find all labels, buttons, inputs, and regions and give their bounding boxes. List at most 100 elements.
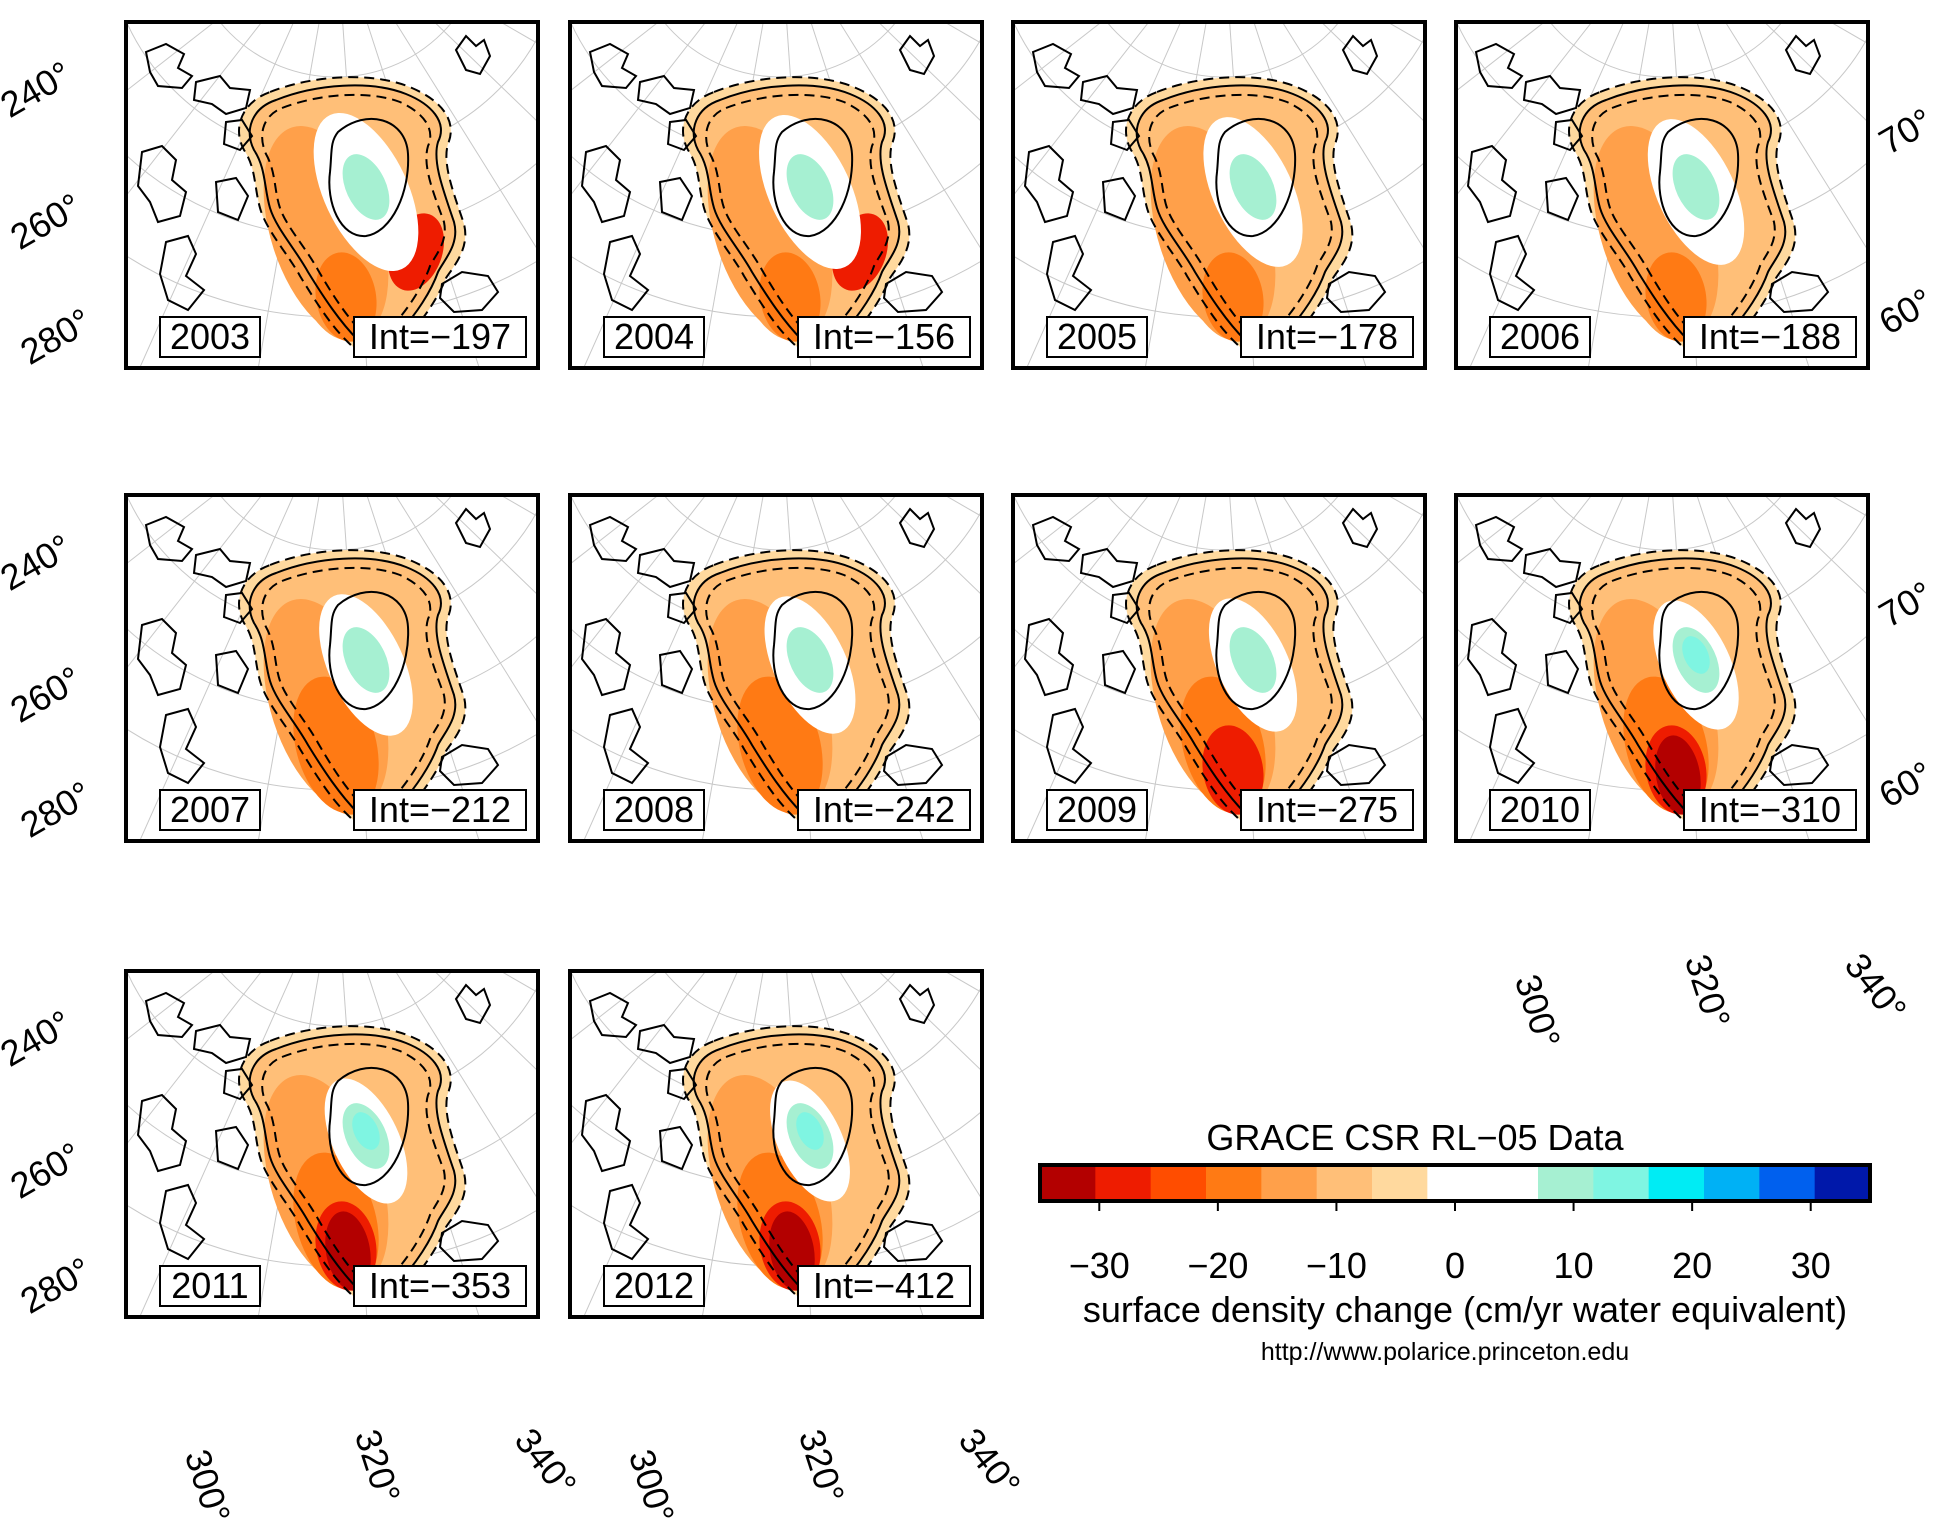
coordinate-label: 260° [3,185,88,258]
svg-text:Int=−178: Int=−178 [1256,316,1398,357]
colorbar-swatch [1261,1165,1318,1201]
integrated-mass-label: Int=−275 [1240,789,1414,831]
coordinate-label: 60° [1872,753,1940,816]
panel-frame [568,493,984,843]
colorbar-swatch [1095,1165,1152,1201]
coastlines [580,507,944,787]
mass-change-field [239,1026,466,1303]
integrated-mass-label: Int=−156 [797,316,971,358]
coordinate-label: 260° [3,1134,88,1207]
mass-change-field [1569,550,1796,827]
svg-text:Int=−197: Int=−197 [369,316,511,357]
coordinate-label: 300° [621,1444,683,1527]
coastlines [580,34,944,314]
colorbar-swatch [1427,1165,1484,1201]
source-url: http://www.polarice.princeton.edu [1261,1338,1629,1366]
colorbar-tick-label: 0 [1445,1245,1465,1286]
svalbard-outline [898,983,936,1025]
panel-frame [568,969,984,1319]
svg-text:Int=−156: Int=−156 [813,316,955,357]
coordinate-label: 320° [791,1424,853,1507]
svg-text:2012: 2012 [614,1265,694,1306]
iceland-outline [438,1219,500,1263]
coordinate-label: 280° [13,300,98,373]
svg-text:Int=−275: Int=−275 [1256,789,1398,830]
svg-text:Int=−242: Int=−242 [813,789,955,830]
iceland-outline [882,743,944,787]
svalbard-outline [1341,34,1379,76]
coordinate-label: 280° [13,773,98,846]
colorbar-swatch [1316,1165,1373,1201]
iceland-outline [1325,743,1387,787]
colorbar-legend: GRACE CSR RL−05 Data −30 −20 −10 0 10 20 30surf… [1038,1117,1872,1366]
svalbard-outline [898,507,936,549]
map-panel: 2005 Int=−178 [1011,20,1427,370]
coordinate-label: 70° [1872,573,1940,636]
svg-text:2007: 2007 [170,789,250,830]
colorbar-swatch [1593,1165,1650,1201]
svg-text:2009: 2009 [1057,789,1137,830]
coastlines [136,34,500,314]
year-label: 2010 [1489,789,1591,831]
coastlines [136,983,500,1263]
mass-change-field [239,77,466,354]
svg-text:Int=−188: Int=−188 [1699,316,1841,357]
svg-text:2008: 2008 [614,789,694,830]
coastlines [1466,34,1830,314]
coastlines [580,983,944,1263]
coordinate-label: 300° [177,1444,239,1527]
iceland-outline [882,1219,944,1263]
map-panel: 2009 Int=−275 [1011,493,1427,843]
integrated-mass-label: Int=−310 [1683,789,1857,831]
colorbar-tick-label: 30 [1791,1245,1831,1286]
year-label: 2008 [603,789,705,831]
colorbar-swatch [1814,1165,1871,1201]
colorbar-tick-label: 20 [1672,1245,1712,1286]
coastlines [136,507,500,787]
svg-text:2004: 2004 [614,316,694,357]
coordinate-label: 60° [1872,280,1940,343]
svg-text:Int=−310: Int=−310 [1699,789,1841,830]
year-label: 2006 [1489,316,1591,358]
colorbar-tick-label: −20 [1187,1245,1248,1286]
integrated-mass-label: Int=−188 [1683,316,1857,358]
svg-text:2011: 2011 [171,1265,248,1306]
svg-text:2005: 2005 [1057,316,1137,357]
coastlines [1023,34,1387,314]
coordinate-label: 300° [1507,969,1569,1052]
integrated-mass-label: Int=−197 [353,316,527,358]
year-label: 2005 [1046,316,1148,358]
colorbar-title: GRACE CSR RL−05 Data [1206,1117,1624,1158]
coordinate-label: 280° [13,1249,98,1322]
iceland-outline [1768,743,1830,787]
map-panel: 2003 Int=−197 [124,20,540,370]
map-panel: 2006 Int=−188 [1454,20,1870,370]
mass-change-field [239,550,466,827]
panel-frame [1454,493,1870,843]
svalbard-outline [454,507,492,549]
coordinate-label: 240° [0,53,78,126]
svalbard-outline [1784,34,1822,76]
colorbar-swatch [1372,1165,1428,1201]
svalbard-outline [1784,507,1822,549]
iceland-outline [1325,270,1387,314]
iceland-outline [882,270,944,314]
colorbar-swatch [1704,1165,1760,1201]
mass-change-field [683,77,910,354]
svg-text:Int=−412: Int=−412 [813,1265,955,1306]
mass-change-field [1569,77,1796,354]
integrated-mass-label: Int=−353 [353,1265,527,1307]
map-panel: 2004 Int=−156 [568,20,984,370]
svalbard-outline [454,983,492,1025]
iceland-outline [438,270,500,314]
year-label: 2003 [159,316,261,358]
colorbar-swatch [1759,1165,1816,1201]
mass-change-field [1126,550,1353,827]
panel-frame [568,20,984,370]
year-label: 2004 [603,316,705,358]
colorbar-unit-label: surface density change (cm/yr water equi… [1083,1289,1847,1330]
svalbard-outline [454,34,492,76]
iceland-outline [1768,270,1830,314]
coordinate-label: 340° [507,1420,585,1504]
mass-change-field [683,1026,910,1303]
